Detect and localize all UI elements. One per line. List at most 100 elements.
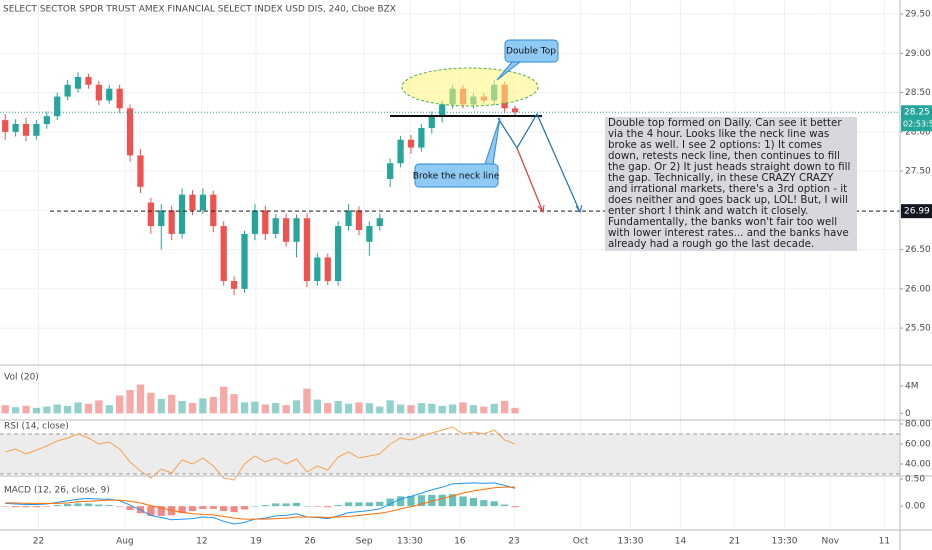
histogram-bar: [448, 494, 457, 507]
volume-bar: [188, 403, 197, 414]
candle-body: [74, 76, 82, 89]
candle-body: [33, 124, 40, 136]
y-tick-label: 0: [905, 409, 911, 419]
last-price-label: 28.25: [904, 108, 930, 118]
x-tick-label: 13:30: [618, 537, 644, 547]
candle-body: [158, 210, 165, 227]
candle-body: [366, 226, 373, 242]
x-tick-label: Sep: [356, 537, 373, 547]
y-tick-label: 28.50: [905, 88, 931, 98]
level-label: 26.99: [904, 207, 930, 217]
candle-body: [220, 226, 227, 282]
volume-bar: [272, 403, 280, 414]
volume-bar: [324, 403, 332, 414]
volume-bar: [438, 405, 446, 414]
volume-bar: [126, 390, 134, 414]
volume-bar: [448, 404, 457, 414]
histogram-bar: [272, 503, 280, 507]
candle-body: [439, 104, 446, 117]
candle-body: [178, 194, 186, 234]
y-tick-label: 40.00: [905, 460, 931, 470]
last-price-box: [901, 105, 932, 132]
volume-bar: [11, 407, 20, 414]
candle-body: [137, 155, 144, 187]
candle-body: [262, 210, 269, 234]
histogram-bar: [22, 506, 30, 508]
volume-bar: [500, 401, 509, 414]
volume-bar: [313, 399, 321, 414]
candle-body: [22, 124, 30, 136]
histogram-bar: [313, 506, 321, 507]
histogram-bar: [396, 496, 405, 507]
callout-pointer: [484, 117, 501, 165]
volume-bar: [168, 394, 176, 414]
callout: [414, 163, 499, 188]
x-tick-label: 13:30: [772, 537, 798, 547]
volume-bar: [116, 395, 124, 414]
volume-bar: [417, 403, 426, 414]
callout-text: Double Top: [506, 47, 556, 57]
y-tick-label: 0.50: [905, 475, 925, 485]
indicator-line: [5, 482, 516, 525]
candle-body: [355, 210, 363, 230]
volume-bar: [511, 407, 519, 414]
volume-bar: [261, 404, 269, 414]
volume-bar: [220, 386, 228, 414]
candle-body: [85, 76, 92, 85]
histogram-bar: [43, 506, 51, 507]
candle-body: [387, 163, 394, 179]
candle-body: [324, 257, 331, 282]
volume-bar: [43, 406, 51, 414]
y-tick-label: 0.00: [905, 502, 925, 512]
pane-title: Vol (20): [4, 373, 39, 383]
histogram-bar: [11, 506, 20, 508]
candle-body: [64, 84, 71, 97]
histogram-bar: [209, 506, 217, 509]
candle-body: [418, 127, 425, 148]
candle-body: [54, 96, 61, 117]
histogram-bar: [428, 494, 436, 507]
x-tick-label: 26: [304, 537, 316, 547]
histogram-bar: [32, 506, 41, 508]
volume-bar: [344, 403, 353, 414]
volume-bar: [428, 403, 436, 414]
volume-bar: [490, 403, 498, 414]
histogram-bar: [157, 506, 165, 516]
candle-body: [12, 124, 19, 132]
volume-bar: [469, 405, 478, 414]
histogram-bar: [511, 506, 519, 508]
volume-bar: [365, 403, 374, 414]
candle-body: [511, 108, 519, 113]
volume-bar: [22, 405, 30, 414]
note: Double top formed on Daily. Can see it b…: [605, 117, 857, 251]
x-tick-label: 13:30: [397, 537, 423, 547]
x-tick-label: 12: [196, 537, 207, 547]
volume-bar: [1, 405, 9, 414]
indicator-line: [5, 486, 516, 520]
volume-bar: [178, 401, 186, 414]
pane-title: MACD (12, 26, close, 9): [4, 486, 110, 496]
x-tick-label: 22: [33, 537, 44, 547]
y-tick-label: 25.50: [905, 324, 931, 334]
volume-bar: [386, 400, 394, 414]
histogram-bar: [324, 506, 332, 508]
candle-body: [335, 226, 342, 282]
histogram-bar: [438, 494, 446, 507]
candle-body: [230, 281, 238, 289]
volume-bar: [334, 401, 342, 414]
histogram-bar: [386, 498, 394, 507]
arrow-path: [497, 112, 581, 213]
y-tick-label: 27.50: [905, 167, 931, 177]
y-tick-label: 4M: [905, 381, 919, 391]
candle-body: [199, 194, 207, 211]
candle-body: [106, 88, 113, 101]
indicator-line: [5, 426, 516, 481]
y-tick-label: 29.00: [905, 49, 931, 59]
histogram-bar: [95, 504, 103, 507]
candle-body: [314, 257, 321, 282]
marks: [0, 72, 900, 525]
volume-bar: [230, 394, 238, 414]
highlight-ellipse: [401, 67, 539, 107]
candle-body: [345, 210, 352, 227]
histogram-bar: [230, 506, 238, 513]
